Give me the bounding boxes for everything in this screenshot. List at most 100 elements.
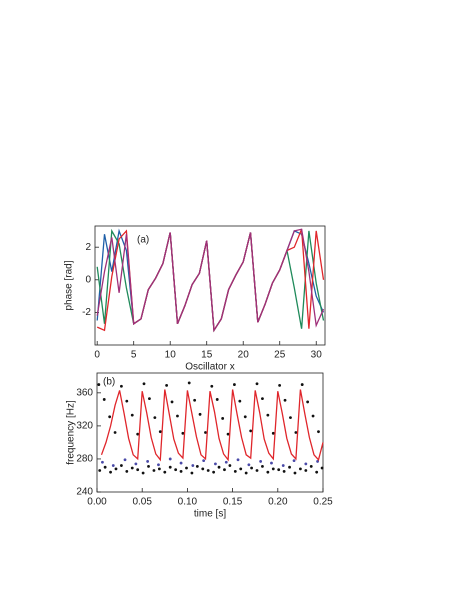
- point: [136, 432, 140, 436]
- point: [266, 470, 270, 474]
- point: [191, 464, 195, 467]
- y-tick-label: -2: [82, 307, 91, 318]
- point: [317, 430, 320, 434]
- y-axis-label: frequency [Hz]: [66, 400, 77, 465]
- point: [217, 465, 221, 469]
- point: [282, 469, 286, 473]
- point: [300, 383, 304, 386]
- point: [244, 471, 248, 475]
- point: [141, 471, 145, 475]
- point: [283, 398, 287, 402]
- y-tick-label: 280: [76, 454, 93, 465]
- point: [250, 466, 253, 470]
- point: [226, 432, 230, 436]
- y-tick-label: 320: [76, 421, 93, 432]
- point: [266, 413, 270, 417]
- point: [315, 470, 319, 474]
- y-tick-label: 2: [85, 242, 91, 253]
- point: [174, 468, 178, 472]
- point: [125, 399, 129, 403]
- point: [249, 429, 253, 433]
- point: [202, 459, 206, 462]
- x-tick-label: 30: [311, 350, 323, 361]
- point: [109, 470, 112, 474]
- point: [179, 469, 183, 473]
- point: [113, 431, 117, 434]
- x-tick-label: 0.00: [87, 497, 107, 508]
- point: [255, 382, 259, 386]
- point: [103, 465, 107, 469]
- x-tick-label: 25: [274, 350, 286, 361]
- y-tick-label: 0: [85, 274, 91, 285]
- point: [247, 463, 251, 467]
- point: [212, 470, 216, 474]
- point: [238, 399, 242, 403]
- point: [153, 416, 157, 420]
- point: [97, 383, 101, 386]
- point: [304, 469, 308, 472]
- point: [108, 415, 112, 419]
- point: [288, 465, 291, 469]
- point: [165, 383, 169, 387]
- point: [233, 469, 237, 473]
- point: [195, 464, 199, 468]
- x-tick-label: 10: [165, 350, 177, 361]
- point: [114, 467, 118, 471]
- point: [102, 398, 106, 401]
- point: [255, 469, 259, 472]
- point: [176, 414, 179, 418]
- point: [157, 467, 161, 471]
- point: [190, 471, 194, 475]
- point: [120, 384, 123, 388]
- x-tick-label: 0.20: [268, 497, 288, 508]
- point: [261, 464, 264, 468]
- point: [259, 460, 263, 463]
- point: [130, 413, 134, 417]
- x-tick-label: 0.10: [178, 497, 198, 508]
- y-tick-label: 240: [76, 487, 93, 498]
- point: [316, 460, 319, 463]
- point: [270, 461, 273, 465]
- point: [201, 467, 205, 471]
- panel-label: (a): [137, 235, 149, 246]
- plot-frame: [96, 372, 324, 493]
- point: [221, 417, 225, 420]
- x-tick-label: 0.25: [313, 497, 333, 508]
- x-tick-label: 0.05: [132, 497, 152, 508]
- point: [204, 431, 207, 434]
- point: [223, 468, 226, 472]
- point: [198, 412, 202, 416]
- point: [206, 469, 210, 472]
- point: [148, 397, 151, 401]
- y-axis-label: phase [rad]: [64, 260, 75, 310]
- x-tick-label: 15: [201, 350, 213, 361]
- y-tick-label: 360: [76, 387, 93, 398]
- point: [168, 465, 172, 469]
- point: [304, 462, 308, 466]
- point: [294, 431, 298, 434]
- point: [170, 400, 174, 404]
- point: [185, 466, 188, 470]
- point: [306, 400, 310, 404]
- series-line: [100, 389, 324, 462]
- point: [243, 415, 247, 419]
- point: [278, 383, 282, 387]
- point: [210, 384, 214, 388]
- x-axis-label: Oscillator x: [185, 362, 234, 373]
- point: [299, 467, 302, 471]
- point: [271, 431, 275, 435]
- point: [98, 469, 102, 472]
- point: [261, 397, 264, 401]
- x-tick-label: 0: [94, 350, 100, 361]
- point: [289, 416, 292, 420]
- point: [142, 382, 146, 386]
- point: [101, 460, 104, 464]
- point: [271, 467, 275, 471]
- point: [111, 464, 115, 467]
- point: [136, 468, 140, 472]
- point: [157, 463, 160, 467]
- series-line: [96, 228, 325, 333]
- point: [309, 464, 313, 468]
- x-axis-label: time [s]: [194, 509, 226, 520]
